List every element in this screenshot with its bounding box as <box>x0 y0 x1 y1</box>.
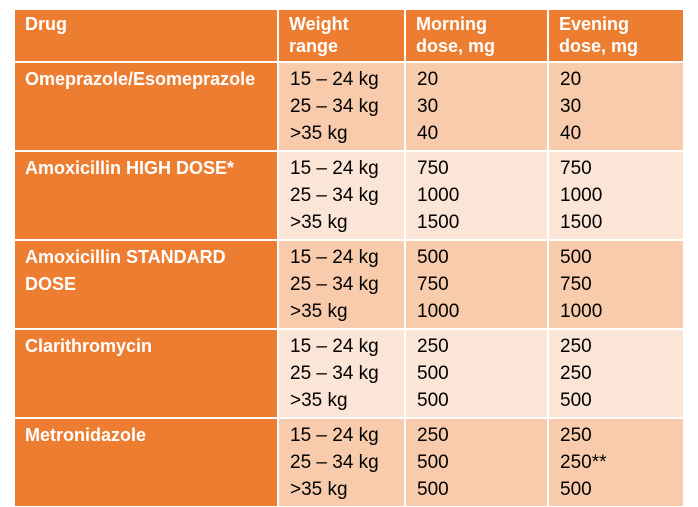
evening-dose-value: 1000 <box>560 185 603 206</box>
drug-name-cell: Omeprazole/Esomeprazole <box>15 61 279 152</box>
weight-range-cell: 15 – 24 kg 25 – 34 kg >35 kg <box>277 417 406 506</box>
weight-range-value: 15 – 24 kg <box>290 69 379 90</box>
evening-dose-cell: 500 750 1000 <box>547 239 683 330</box>
morning-dose-value: 500 <box>417 247 449 268</box>
evening-dose-value: 250 <box>560 425 592 446</box>
morning-dose-value: 1000 <box>417 185 460 206</box>
weight-range-value: 25 – 34 kg <box>290 452 379 473</box>
morning-dose-value: 500 <box>417 479 449 500</box>
evening-dose-value: 1000 <box>560 301 603 322</box>
morning-dose-cell: 250 500 500 <box>404 417 549 506</box>
morning-dose-value: 1000 <box>417 301 460 322</box>
weight-range-value: 15 – 24 kg <box>290 247 379 268</box>
evening-dose-value: 20 <box>560 69 582 90</box>
drug-name-cell: Clarithromycin <box>15 328 279 419</box>
morning-dose-cell: 500 750 1000 <box>404 239 549 330</box>
column-header-drug: Drug <box>15 10 279 63</box>
evening-dose-value: 250 <box>560 336 592 357</box>
morning-dose-value: 750 <box>417 158 449 179</box>
weight-range-cell: 15 – 24 kg 25 – 34 kg >35 kg <box>277 61 406 152</box>
weight-range-value: >35 kg <box>290 212 348 233</box>
weight-range-value: 25 – 34 kg <box>290 185 379 206</box>
header-row: Drug Weight range Morning dose, mg Eveni… <box>15 10 683 63</box>
weight-range-value: 25 – 34 kg <box>290 96 379 117</box>
drug-dosing-table: Drug Weight range Morning dose, mg Eveni… <box>15 10 683 506</box>
evening-dose-value: 250** <box>560 452 607 473</box>
morning-dose-value: 20 <box>417 69 439 90</box>
morning-dose-cell: 750 1000 1500 <box>404 150 549 241</box>
table-row: Omeprazole/Esomeprazole 15 – 24 kg 25 – … <box>15 61 683 152</box>
evening-dose-cell: 20 30 40 <box>547 61 683 152</box>
evening-dose-cell: 750 1000 1500 <box>547 150 683 241</box>
morning-dose-value: 40 <box>417 123 439 144</box>
morning-dose-value: 500 <box>417 363 449 384</box>
morning-dose-cell: 250 500 500 <box>404 328 549 419</box>
weight-range-cell: 15 – 24 kg 25 – 34 kg >35 kg <box>277 239 406 330</box>
morning-dose-value: 1500 <box>417 212 460 233</box>
weight-range-value: 25 – 34 kg <box>290 274 379 295</box>
weight-range-value: >35 kg <box>290 479 348 500</box>
evening-dose-cell: 250 250 500 <box>547 328 683 419</box>
weight-range-value: 15 – 24 kg <box>290 336 379 357</box>
table-row: Amoxicillin STANDARD DOSE 15 – 24 kg 25 … <box>15 239 683 330</box>
evening-dose-value: 500 <box>560 479 592 500</box>
evening-dose-value: 40 <box>560 123 582 144</box>
column-header-weight-range: Weight range <box>277 10 406 63</box>
drug-name-cell: Metronidazole <box>15 417 279 506</box>
evening-dose-value: 30 <box>560 96 582 117</box>
morning-dose-value: 250 <box>417 425 449 446</box>
table-row: Clarithromycin 15 – 24 kg 25 – 34 kg >35… <box>15 328 683 419</box>
drug-name-cell: Amoxicillin STANDARD DOSE <box>15 239 279 330</box>
morning-dose-value: 30 <box>417 96 439 117</box>
morning-dose-value: 500 <box>417 452 449 473</box>
evening-dose-value: 1500 <box>560 212 603 233</box>
evening-dose-cell: 250 250** 500 <box>547 417 683 506</box>
table-row: Metronidazole 15 – 24 kg 25 – 34 kg >35 … <box>15 417 683 506</box>
weight-range-value: >35 kg <box>290 123 348 144</box>
weight-range-cell: 15 – 24 kg 25 – 34 kg >35 kg <box>277 328 406 419</box>
evening-dose-value: 250 <box>560 363 592 384</box>
weight-range-value: 15 – 24 kg <box>290 158 379 179</box>
morning-dose-value: 250 <box>417 336 449 357</box>
evening-dose-value: 500 <box>560 390 592 411</box>
table-row: Amoxicillin HIGH DOSE* 15 – 24 kg 25 – 3… <box>15 150 683 241</box>
column-header-evening-dose: Evening dose, mg <box>547 10 683 63</box>
weight-range-cell: 15 – 24 kg 25 – 34 kg >35 kg <box>277 150 406 241</box>
weight-range-value: >35 kg <box>290 390 348 411</box>
evening-dose-value: 750 <box>560 274 592 295</box>
weight-range-value: 25 – 34 kg <box>290 363 379 384</box>
morning-dose-cell: 20 30 40 <box>404 61 549 152</box>
morning-dose-value: 500 <box>417 390 449 411</box>
evening-dose-value: 750 <box>560 158 592 179</box>
evening-dose-value: 500 <box>560 247 592 268</box>
drug-name-cell: Amoxicillin HIGH DOSE* <box>15 150 279 241</box>
column-header-morning-dose: Morning dose, mg <box>404 10 549 63</box>
weight-range-value: >35 kg <box>290 301 348 322</box>
weight-range-value: 15 – 24 kg <box>290 425 379 446</box>
morning-dose-value: 750 <box>417 274 449 295</box>
